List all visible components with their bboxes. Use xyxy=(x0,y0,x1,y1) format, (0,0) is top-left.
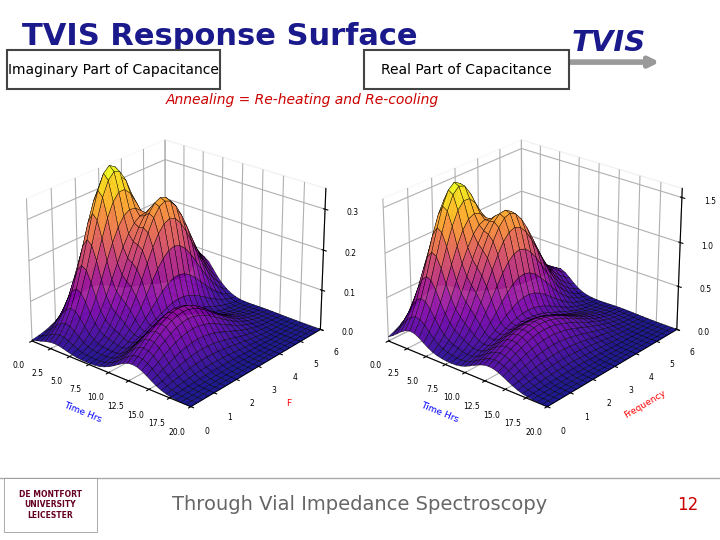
FancyBboxPatch shape xyxy=(7,50,220,89)
Text: Liquid state: Liquid state xyxy=(18,210,107,222)
Text: low frequency: low frequency xyxy=(223,355,306,368)
Text: Re-cooling: Re-cooling xyxy=(436,269,515,282)
Y-axis label: Frequency: Frequency xyxy=(622,388,667,420)
Text: Re-cooling: Re-cooling xyxy=(137,247,216,260)
FancyBboxPatch shape xyxy=(4,478,97,532)
Text: Liquid state: Liquid state xyxy=(403,206,492,219)
Text: Real Part of Capacitance: Real Part of Capacitance xyxy=(382,63,552,77)
Text: DE MONTFORT
UNIVERSITY
LEICESTER: DE MONTFORT UNIVERSITY LEICESTER xyxy=(19,490,82,520)
Text: Re-heating: Re-heating xyxy=(493,213,575,226)
Text: Frozen solid: Frozen solid xyxy=(83,222,174,235)
Text: Re-heating: Re-heating xyxy=(14,240,96,253)
Text: Primary drying: Primary drying xyxy=(414,312,531,326)
Text: Annealing = Re-heating and Re-cooling: Annealing = Re-heating and Re-cooling xyxy=(166,93,439,107)
Text: Through Vial Impedance Spectroscopy: Through Vial Impedance Spectroscopy xyxy=(172,495,548,515)
Text: 12: 12 xyxy=(677,496,698,514)
Text: Primary drying: Primary drying xyxy=(119,295,235,309)
Text: TVIS Response Surface: TVIS Response Surface xyxy=(22,22,417,51)
Text: TVIS: TVIS xyxy=(571,29,646,57)
Text: low frequency: low frequency xyxy=(151,387,234,400)
Y-axis label: F: F xyxy=(286,399,291,408)
Text: High frequency: High frequency xyxy=(108,406,198,419)
X-axis label: Time Hrs: Time Hrs xyxy=(63,401,103,424)
X-axis label: Time Hrs: Time Hrs xyxy=(419,401,459,424)
Text: Frozen solid: Frozen solid xyxy=(403,235,494,248)
FancyArrowPatch shape xyxy=(568,58,654,66)
Text: Imaginary Part of Capacitance: Imaginary Part of Capacitance xyxy=(9,63,219,77)
FancyBboxPatch shape xyxy=(364,50,569,89)
